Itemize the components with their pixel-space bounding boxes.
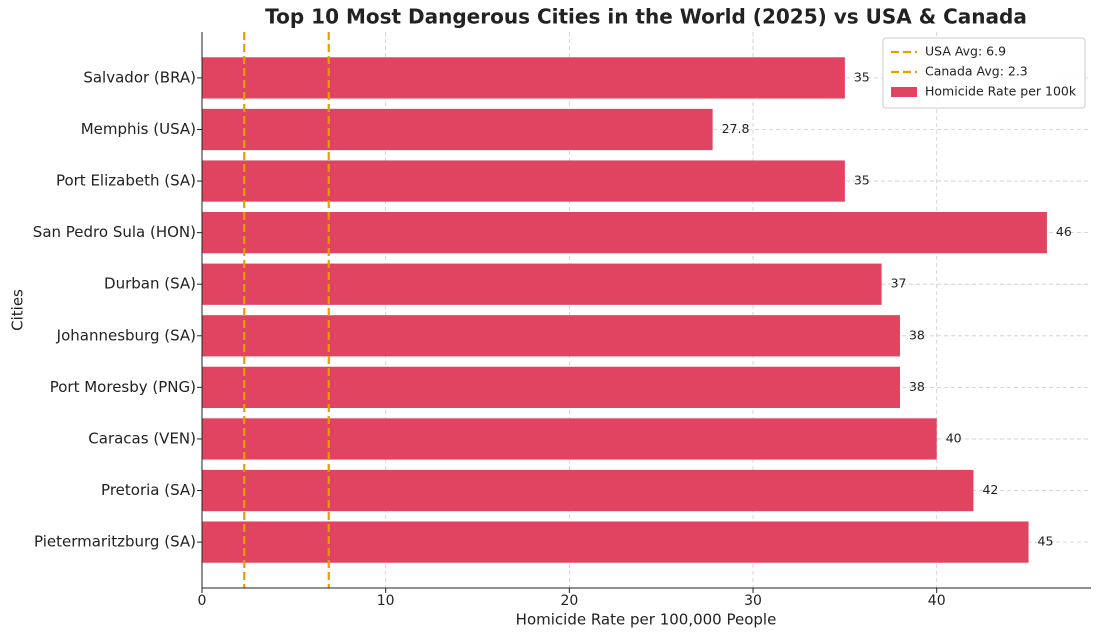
legend: USA Avg: 6.9 Canada Avg: 2.3 Homicide Rate…	[882, 37, 1086, 109]
chart-title: Top 10 Most Dangerous Cities in the Worl…	[265, 5, 1027, 29]
y-tick-label: Port Elizabeth (SA)	[56, 172, 196, 190]
bar	[202, 160, 845, 202]
y-tick-label: Memphis (USA)	[81, 120, 196, 138]
x-tick-label: 0	[198, 593, 207, 609]
data-label: 40	[946, 430, 962, 445]
data-label: 35	[854, 69, 870, 84]
bar	[202, 315, 900, 357]
data-label: 38	[909, 379, 925, 394]
data-label: 38	[909, 327, 925, 342]
bar	[202, 366, 900, 408]
x-tick-label: 10	[377, 593, 395, 609]
y-axis-label: Cities	[9, 289, 27, 331]
data-label: 42	[982, 482, 998, 497]
x-tick-label: 30	[744, 593, 762, 609]
y-tick-label: San Pedro Sula (HON)	[33, 223, 196, 241]
y-tick-label: Johannesburg (SA)	[56, 326, 196, 344]
y-tick-label: Caracas (VEN)	[88, 429, 196, 447]
data-label: 35	[854, 173, 870, 188]
legend-label: USA Avg: 6.9	[925, 44, 1006, 59]
data-label: 46	[1056, 224, 1072, 239]
legend-box	[882, 37, 1086, 109]
x-axis-label: Homicide Rate per 100,000 People	[516, 611, 777, 629]
bar	[202, 521, 1029, 563]
x-tick-label: 20	[560, 593, 578, 609]
bar	[202, 263, 882, 305]
y-tick-label: Durban (SA)	[104, 275, 196, 293]
y-tick-label: Pietermaritzburg (SA)	[34, 533, 196, 551]
bar	[202, 212, 1047, 254]
data-label: 27.8	[722, 121, 750, 136]
y-tick-label: Salvador (BRA)	[83, 68, 196, 86]
bar	[202, 469, 974, 512]
x-tick-label: 40	[928, 593, 946, 609]
legend-label: Canada Avg: 2.3	[925, 64, 1028, 79]
data-label: 45	[1038, 534, 1054, 549]
bar	[202, 57, 845, 99]
y-tick-label: Port Moresby (PNG)	[50, 378, 196, 396]
legend-swatch	[891, 87, 917, 97]
bar	[202, 108, 713, 151]
data-label: 37	[891, 276, 907, 291]
y-tick-label: Pretoria (SA)	[101, 481, 196, 499]
legend-label: Homicide Rate per 100k	[925, 84, 1077, 99]
bar	[202, 418, 937, 460]
